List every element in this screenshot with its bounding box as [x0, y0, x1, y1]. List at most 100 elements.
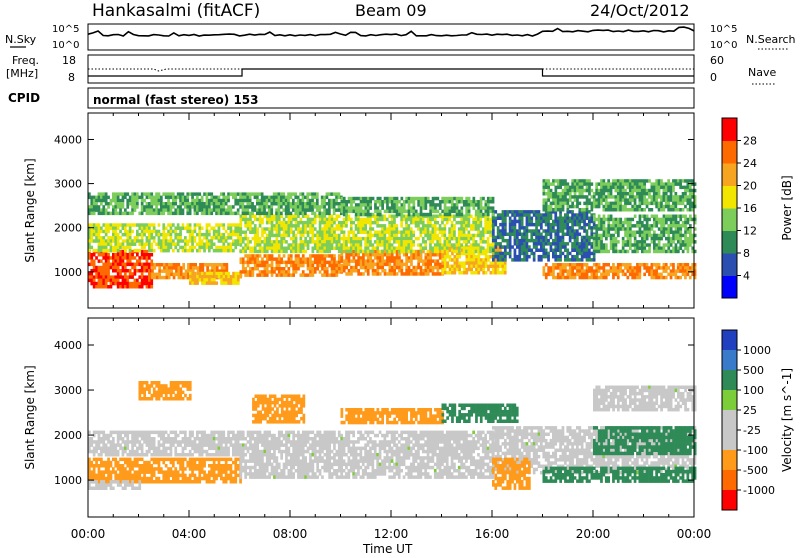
data-cell	[261, 196, 264, 200]
data-cell	[348, 250, 351, 254]
data-cell	[629, 231, 632, 235]
data-cell	[631, 234, 634, 238]
data-cell	[328, 243, 331, 247]
data-cell	[422, 237, 425, 241]
data-cell	[480, 247, 483, 251]
data-cell	[643, 234, 646, 238]
data-cell	[562, 223, 565, 227]
data-cell	[458, 197, 461, 201]
data-cell	[660, 227, 663, 231]
data-cell	[129, 285, 132, 289]
data-cell	[465, 247, 468, 251]
data-cell	[612, 208, 615, 212]
data-cell	[593, 192, 596, 196]
data-cell	[530, 217, 533, 221]
data-cell	[511, 223, 514, 227]
data-cell	[535, 249, 538, 253]
data-cell	[247, 261, 250, 265]
data-cell	[622, 221, 625, 225]
data-cell	[268, 234, 271, 238]
data-cell	[278, 261, 281, 265]
data-cell	[117, 196, 120, 200]
data-cell	[422, 213, 425, 217]
data-cell	[646, 269, 649, 273]
data-cell	[264, 261, 267, 265]
data-cell	[453, 210, 456, 214]
data-cell	[615, 182, 618, 186]
data-cell	[687, 266, 690, 270]
data-cell	[586, 202, 589, 206]
data-cell	[579, 186, 582, 190]
data-cell	[126, 205, 129, 209]
data-cell	[593, 234, 596, 238]
data-cell	[660, 231, 663, 235]
data-cell	[321, 261, 324, 265]
data-cell	[384, 243, 387, 247]
data-cell	[545, 198, 548, 202]
data-cell	[617, 234, 620, 238]
data-cell	[369, 224, 372, 228]
data-cell	[280, 205, 283, 209]
data-cell	[381, 206, 384, 210]
data-cell	[554, 249, 557, 253]
data-cell	[554, 242, 557, 246]
data-cell	[264, 231, 267, 235]
data-cell	[677, 224, 680, 228]
data-cell	[581, 192, 584, 196]
data-cell	[213, 227, 216, 231]
data-cell	[256, 199, 259, 203]
data-cell	[598, 182, 601, 186]
data-cell	[629, 182, 632, 186]
data-cell	[586, 266, 589, 270]
data-cell	[413, 266, 416, 270]
data-cell	[542, 252, 545, 256]
data-cell	[355, 227, 358, 231]
data-cell	[451, 210, 454, 214]
data-cell	[158, 273, 161, 277]
data-cell	[456, 221, 459, 225]
data-cell	[218, 202, 221, 206]
data-cell	[326, 202, 329, 206]
data-cell	[148, 275, 151, 279]
data-cell	[639, 273, 642, 277]
data-cell	[624, 192, 627, 196]
data-cell	[297, 205, 300, 209]
data-cell	[177, 236, 180, 240]
data-cell	[105, 233, 108, 237]
data-cell	[463, 227, 466, 231]
data-cell	[624, 182, 627, 186]
data-cell	[348, 263, 351, 267]
data-cell	[653, 231, 656, 235]
data-cell	[98, 205, 101, 209]
data-cell	[396, 206, 399, 210]
data-cell	[143, 208, 146, 212]
data-cell	[348, 253, 351, 257]
data-cell	[415, 250, 418, 254]
data-cell	[660, 247, 663, 251]
data-cell	[557, 217, 560, 221]
data-cell	[100, 199, 103, 203]
data-cell	[314, 243, 317, 247]
data-cell	[627, 243, 630, 247]
data-cell	[295, 227, 298, 231]
data-cell	[557, 249, 560, 253]
data-cell	[215, 275, 218, 279]
data-cell	[446, 200, 449, 204]
data-cell	[458, 227, 461, 231]
noise-sky-line	[88, 27, 694, 36]
data-cell	[429, 231, 432, 235]
data-cell	[148, 212, 151, 216]
data-cell	[247, 264, 250, 268]
data-cell	[154, 273, 157, 277]
data-cell	[360, 237, 363, 241]
data-cell	[634, 237, 637, 241]
data-cell	[114, 239, 117, 243]
data-cell	[480, 265, 483, 269]
data-cell	[170, 227, 173, 231]
data-cell	[420, 266, 423, 270]
data-cell	[429, 269, 432, 273]
data-cell	[487, 237, 490, 241]
data-cell	[117, 282, 120, 286]
data-cell	[136, 199, 139, 203]
data-cell	[256, 237, 259, 241]
